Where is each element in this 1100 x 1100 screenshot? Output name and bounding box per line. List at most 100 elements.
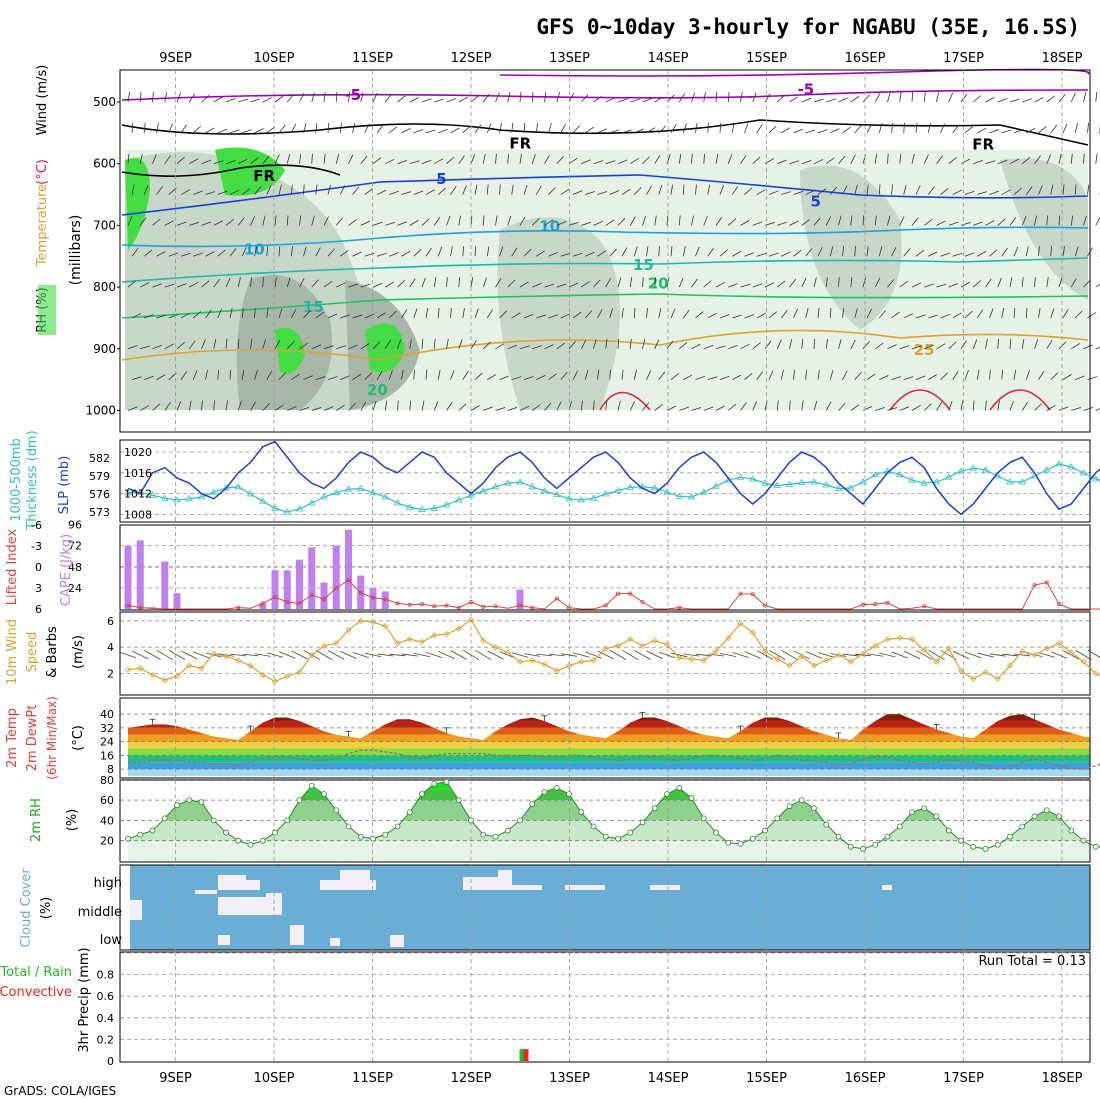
wind-barb: [409, 278, 416, 288]
wind-barb: [188, 340, 196, 350]
wind-barb: [348, 92, 351, 103]
wind-barb: [474, 184, 478, 195]
wind-barb: [152, 154, 157, 164]
wind-barb: [756, 252, 767, 257]
contour-minus5: [121, 89, 1089, 101]
wind-barb: [1022, 98, 1032, 103]
wind-barb: [593, 221, 603, 226]
thickness-line: [127, 463, 1100, 513]
wind-barb: [278, 246, 281, 257]
wind-barb: [1087, 184, 1090, 195]
wind-barb: [1058, 406, 1069, 411]
wind-barb: [192, 311, 202, 319]
wind-barb: [131, 122, 134, 133]
wind-barb: [936, 155, 943, 164]
wind10m-barb: [132, 650, 149, 660]
wind-barb: [250, 216, 256, 226]
wind-barb: [887, 215, 891, 226]
rh-point: [1092, 843, 1099, 850]
wind-barb: [948, 283, 959, 288]
wind-barb: [1025, 370, 1030, 380]
wind-barb: [189, 222, 199, 226]
thickness-point: [308, 499, 316, 506]
panel-precip: 0 0.2 0.4 0.6 0.8 Run Total = 0.13 3hr Precip …: [0, 947, 1091, 1068]
wind-barb: [180, 124, 188, 134]
wind-barb: [560, 313, 571, 319]
wind-barb: [401, 369, 404, 380]
wind10m-point: [933, 658, 940, 665]
wind-barb: [127, 216, 133, 226]
panel-wind10m: 2 4 6 10m Wind Speed & Barbs (m/s): [5, 611, 1100, 696]
wind-barb: [813, 277, 817, 288]
wind10m-point: [222, 653, 230, 660]
wind-barb: [376, 370, 383, 380]
wind10m-point: [1055, 640, 1063, 647]
wind-barb: [629, 277, 633, 288]
wind-barb: [581, 281, 590, 288]
wind-barb: [728, 283, 738, 288]
wind-barb: [437, 307, 440, 318]
wind-barb: [144, 375, 154, 381]
wind-barb: [311, 407, 322, 411]
top-date-label: 18SEP: [1042, 51, 1083, 66]
wind-barb: [911, 345, 922, 350]
wind-barb: [168, 252, 179, 257]
thickness-point: [197, 493, 206, 500]
wind10m-barb: [217, 653, 235, 657]
wind-barb: [609, 369, 611, 380]
wind-barb: [789, 160, 800, 165]
wind-barb: [364, 372, 373, 380]
wind-barb: [842, 307, 845, 319]
wind-barb: [850, 215, 853, 226]
lifted-index-point: [554, 596, 559, 601]
wind-barb: [152, 218, 161, 226]
wind-barb: [580, 94, 589, 103]
wind-barb: [597, 250, 607, 257]
rh-area: [1000, 158, 1088, 300]
contour-label: 15: [633, 256, 654, 274]
wind-barb: [825, 277, 828, 288]
wind-barb: [462, 246, 465, 257]
wind-barb: [793, 128, 803, 134]
wind-barb: [817, 129, 828, 134]
contour-label: -5: [798, 81, 815, 99]
top-date-axis: 9SEP 10SEP 11SEP 12SEP 13SEP 14SEP 15SEP 16SEP 1…: [159, 51, 1082, 66]
wind-barb: [519, 281, 529, 288]
wind10m-point: [957, 667, 965, 675]
wind-barb: [964, 190, 975, 195]
wind-barb: [924, 218, 933, 226]
wind-barb: [286, 94, 295, 103]
wind-barb: [238, 98, 248, 103]
wind-barb: [217, 190, 228, 195]
rh-point: [259, 837, 266, 844]
wind-barb: [878, 184, 881, 195]
rh-point: [541, 789, 548, 795]
wind-barb: [205, 309, 212, 319]
precip-convective-bar: [523, 1049, 529, 1061]
wind-barb: [764, 340, 772, 350]
cape-bar: [516, 589, 524, 609]
wind10m-barb: [842, 653, 859, 657]
rh-point: [504, 827, 511, 834]
wind10m-barb: [720, 652, 737, 658]
cape-tick-label: 48: [68, 561, 82, 574]
wind-barb: [646, 185, 652, 195]
wind-barb: [899, 280, 909, 288]
wind-barb: [139, 217, 147, 226]
wind-barb: [776, 339, 782, 349]
wind-barb: [1046, 95, 1055, 103]
wind-barb: [372, 282, 383, 288]
wind-barb: [756, 189, 766, 195]
cloud-gap: [195, 890, 217, 894]
wind-barb: [879, 375, 889, 381]
top-date-label: 11SEP: [352, 51, 393, 66]
wind-barb: [384, 340, 391, 350]
wind-barb: [682, 184, 685, 195]
cloud-row-label: middle: [78, 905, 122, 920]
wind-barb: [192, 370, 198, 380]
wind-barb: [544, 283, 555, 288]
thickness-point: [234, 483, 242, 490]
rh-point: [786, 803, 793, 810]
wind-barb: [928, 251, 938, 257]
wind-barb: [376, 312, 386, 319]
